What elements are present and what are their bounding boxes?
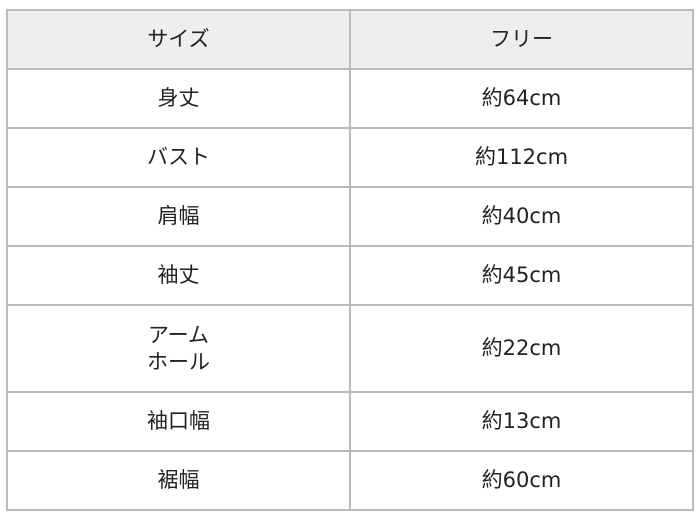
row-value: 約60cm	[349, 450, 694, 511]
row-label: 袖丈	[6, 245, 351, 306]
row-value: 約45cm	[349, 245, 694, 306]
table-row: 身丈 約64cm	[6, 68, 694, 129]
table-row: 袖口幅 約13cm	[6, 391, 694, 452]
header-free: フリー	[349, 9, 694, 70]
table-header-row: サイズ フリー	[6, 9, 694, 70]
row-label-line2: ホール	[147, 349, 210, 374]
row-value: 約40cm	[349, 186, 694, 247]
row-label-line1: アーム	[147, 322, 210, 347]
row-label: 裾幅	[6, 450, 351, 511]
header-size: サイズ	[6, 9, 351, 70]
row-label: 身丈	[6, 68, 351, 129]
table-row: 袖丈 約45cm	[6, 245, 694, 306]
row-value: 約112cm	[349, 127, 694, 188]
table-row: アーム ホール 約22cm	[6, 304, 694, 393]
table-row: 裾幅 約60cm	[6, 450, 694, 511]
table-row: バスト 約112cm	[6, 127, 694, 188]
row-value: 約22cm	[349, 304, 694, 393]
row-value: 約64cm	[349, 68, 694, 129]
size-table: サイズ フリー 身丈 約64cm バスト 約112cm 肩幅 約40cm 袖丈 …	[6, 9, 694, 511]
row-label: バスト	[6, 127, 351, 188]
table-row: 肩幅 約40cm	[6, 186, 694, 247]
row-label: 袖口幅	[6, 391, 351, 452]
row-label: 肩幅	[6, 186, 351, 247]
row-label: アーム ホール	[6, 304, 351, 393]
row-value: 約13cm	[349, 391, 694, 452]
